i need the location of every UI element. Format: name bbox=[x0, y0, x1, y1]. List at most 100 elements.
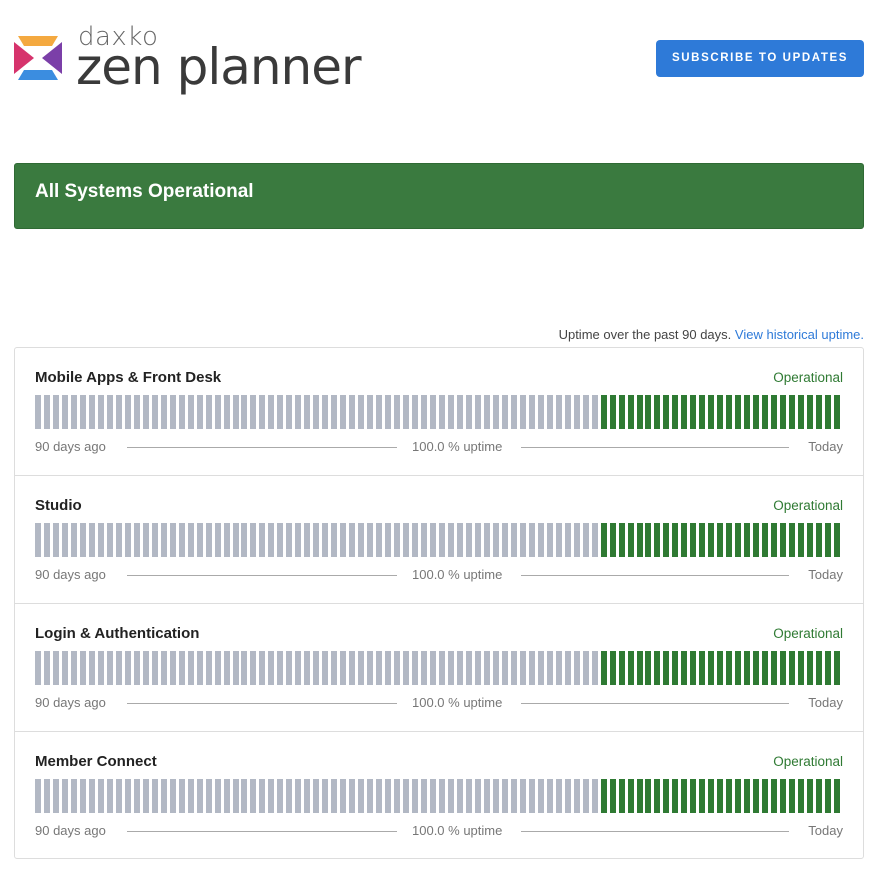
uptime-bar-no-data[interactable] bbox=[385, 523, 392, 557]
uptime-bar-no-data[interactable] bbox=[79, 395, 86, 429]
uptime-bar-no-data[interactable] bbox=[510, 779, 517, 813]
uptime-bar-operational[interactable] bbox=[627, 651, 634, 685]
uptime-bar-operational[interactable] bbox=[690, 651, 697, 685]
uptime-bar-no-data[interactable] bbox=[564, 651, 571, 685]
uptime-bar-no-data[interactable] bbox=[573, 395, 580, 429]
view-historical-uptime-link[interactable]: View historical uptime. bbox=[734, 327, 864, 342]
uptime-bar-operational[interactable] bbox=[771, 651, 778, 685]
uptime-bar-no-data[interactable] bbox=[456, 779, 463, 813]
uptime-bar-no-data[interactable] bbox=[97, 651, 104, 685]
uptime-bar-operational[interactable] bbox=[735, 651, 742, 685]
uptime-bar-operational[interactable] bbox=[600, 651, 607, 685]
uptime-bar-no-data[interactable] bbox=[358, 395, 365, 429]
uptime-bar-no-data[interactable] bbox=[88, 651, 95, 685]
uptime-bar-no-data[interactable] bbox=[124, 395, 131, 429]
uptime-bar-no-data[interactable] bbox=[97, 395, 104, 429]
uptime-bar-no-data[interactable] bbox=[340, 651, 347, 685]
uptime-bar-no-data[interactable] bbox=[447, 651, 454, 685]
uptime-bar-no-data[interactable] bbox=[322, 523, 329, 557]
uptime-bar-no-data[interactable] bbox=[447, 779, 454, 813]
uptime-bar-operational[interactable] bbox=[780, 523, 787, 557]
uptime-bar-operational[interactable] bbox=[771, 523, 778, 557]
uptime-bar-no-data[interactable] bbox=[250, 523, 257, 557]
uptime-bar-no-data[interactable] bbox=[286, 779, 293, 813]
uptime-bar-operational[interactable] bbox=[834, 523, 841, 557]
uptime-bar-operational[interactable] bbox=[825, 395, 832, 429]
uptime-bar-operational[interactable] bbox=[609, 523, 616, 557]
uptime-bar-no-data[interactable] bbox=[421, 395, 428, 429]
uptime-bar-operational[interactable] bbox=[816, 651, 823, 685]
uptime-bar-no-data[interactable] bbox=[187, 779, 194, 813]
uptime-bar-no-data[interactable] bbox=[349, 779, 356, 813]
uptime-bar-no-data[interactable] bbox=[196, 395, 203, 429]
uptime-bar-no-data[interactable] bbox=[403, 779, 410, 813]
uptime-bar-no-data[interactable] bbox=[133, 779, 140, 813]
uptime-bar-no-data[interactable] bbox=[286, 395, 293, 429]
uptime-bar-no-data[interactable] bbox=[241, 779, 248, 813]
uptime-bar-no-data[interactable] bbox=[232, 651, 239, 685]
uptime-bar-operational[interactable] bbox=[726, 395, 733, 429]
uptime-bar-operational[interactable] bbox=[789, 779, 796, 813]
uptime-bar-no-data[interactable] bbox=[79, 651, 86, 685]
uptime-bar-operational[interactable] bbox=[699, 523, 706, 557]
uptime-bar-no-data[interactable] bbox=[537, 779, 544, 813]
uptime-bar-operational[interactable] bbox=[681, 779, 688, 813]
uptime-bar-operational[interactable] bbox=[654, 651, 661, 685]
uptime-bar-no-data[interactable] bbox=[358, 523, 365, 557]
uptime-bar-operational[interactable] bbox=[627, 395, 634, 429]
uptime-bar-no-data[interactable] bbox=[187, 523, 194, 557]
uptime-bar-no-data[interactable] bbox=[313, 523, 320, 557]
uptime-bar-no-data[interactable] bbox=[519, 523, 526, 557]
uptime-bar-no-data[interactable] bbox=[268, 395, 275, 429]
uptime-bar-no-data[interactable] bbox=[501, 523, 508, 557]
uptime-bar-operational[interactable] bbox=[636, 523, 643, 557]
uptime-bar-operational[interactable] bbox=[807, 651, 814, 685]
uptime-bar-no-data[interactable] bbox=[124, 779, 131, 813]
uptime-bar-operational[interactable] bbox=[708, 651, 715, 685]
uptime-bar-operational[interactable] bbox=[789, 395, 796, 429]
uptime-bar-no-data[interactable] bbox=[555, 779, 562, 813]
uptime-bar-operational[interactable] bbox=[609, 779, 616, 813]
uptime-bar-no-data[interactable] bbox=[115, 395, 122, 429]
uptime-bar-operational[interactable] bbox=[600, 395, 607, 429]
uptime-bar-no-data[interactable] bbox=[205, 779, 212, 813]
uptime-bar-no-data[interactable] bbox=[70, 651, 77, 685]
uptime-bar-operational[interactable] bbox=[699, 395, 706, 429]
uptime-bar-no-data[interactable] bbox=[331, 651, 338, 685]
uptime-bar-operational[interactable] bbox=[681, 651, 688, 685]
uptime-bar-no-data[interactable] bbox=[178, 523, 185, 557]
uptime-bar-operational[interactable] bbox=[654, 523, 661, 557]
uptime-bar-operational[interactable] bbox=[744, 779, 751, 813]
uptime-bar-no-data[interactable] bbox=[519, 779, 526, 813]
uptime-bar-no-data[interactable] bbox=[133, 523, 140, 557]
uptime-bar-no-data[interactable] bbox=[537, 523, 544, 557]
uptime-bar-no-data[interactable] bbox=[465, 779, 472, 813]
uptime-bar-no-data[interactable] bbox=[501, 779, 508, 813]
uptime-bar-no-data[interactable] bbox=[35, 651, 41, 685]
uptime-bar-no-data[interactable] bbox=[178, 395, 185, 429]
uptime-bar-operational[interactable] bbox=[771, 395, 778, 429]
uptime-bar-no-data[interactable] bbox=[510, 395, 517, 429]
uptime-bar-no-data[interactable] bbox=[412, 779, 419, 813]
uptime-bar-no-data[interactable] bbox=[268, 651, 275, 685]
uptime-bar-operational[interactable] bbox=[798, 523, 805, 557]
uptime-bar-operational[interactable] bbox=[807, 523, 814, 557]
uptime-bar-no-data[interactable] bbox=[358, 779, 365, 813]
uptime-bar-no-data[interactable] bbox=[340, 779, 347, 813]
uptime-bar-no-data[interactable] bbox=[124, 651, 131, 685]
uptime-bar-no-data[interactable] bbox=[142, 779, 149, 813]
uptime-bar-operational[interactable] bbox=[834, 651, 841, 685]
uptime-bar-no-data[interactable] bbox=[376, 395, 383, 429]
uptime-bar-no-data[interactable] bbox=[510, 523, 517, 557]
uptime-bar-operational[interactable] bbox=[627, 523, 634, 557]
uptime-bar-no-data[interactable] bbox=[142, 651, 149, 685]
uptime-bar-no-data[interactable] bbox=[376, 523, 383, 557]
uptime-bar-no-data[interactable] bbox=[501, 395, 508, 429]
uptime-bar-no-data[interactable] bbox=[483, 779, 490, 813]
uptime-bar-no-data[interactable] bbox=[358, 651, 365, 685]
uptime-bar-no-data[interactable] bbox=[124, 523, 131, 557]
uptime-bar-no-data[interactable] bbox=[196, 523, 203, 557]
uptime-bar-no-data[interactable] bbox=[546, 779, 553, 813]
uptime-bar-no-data[interactable] bbox=[196, 779, 203, 813]
uptime-bar-no-data[interactable] bbox=[178, 779, 185, 813]
